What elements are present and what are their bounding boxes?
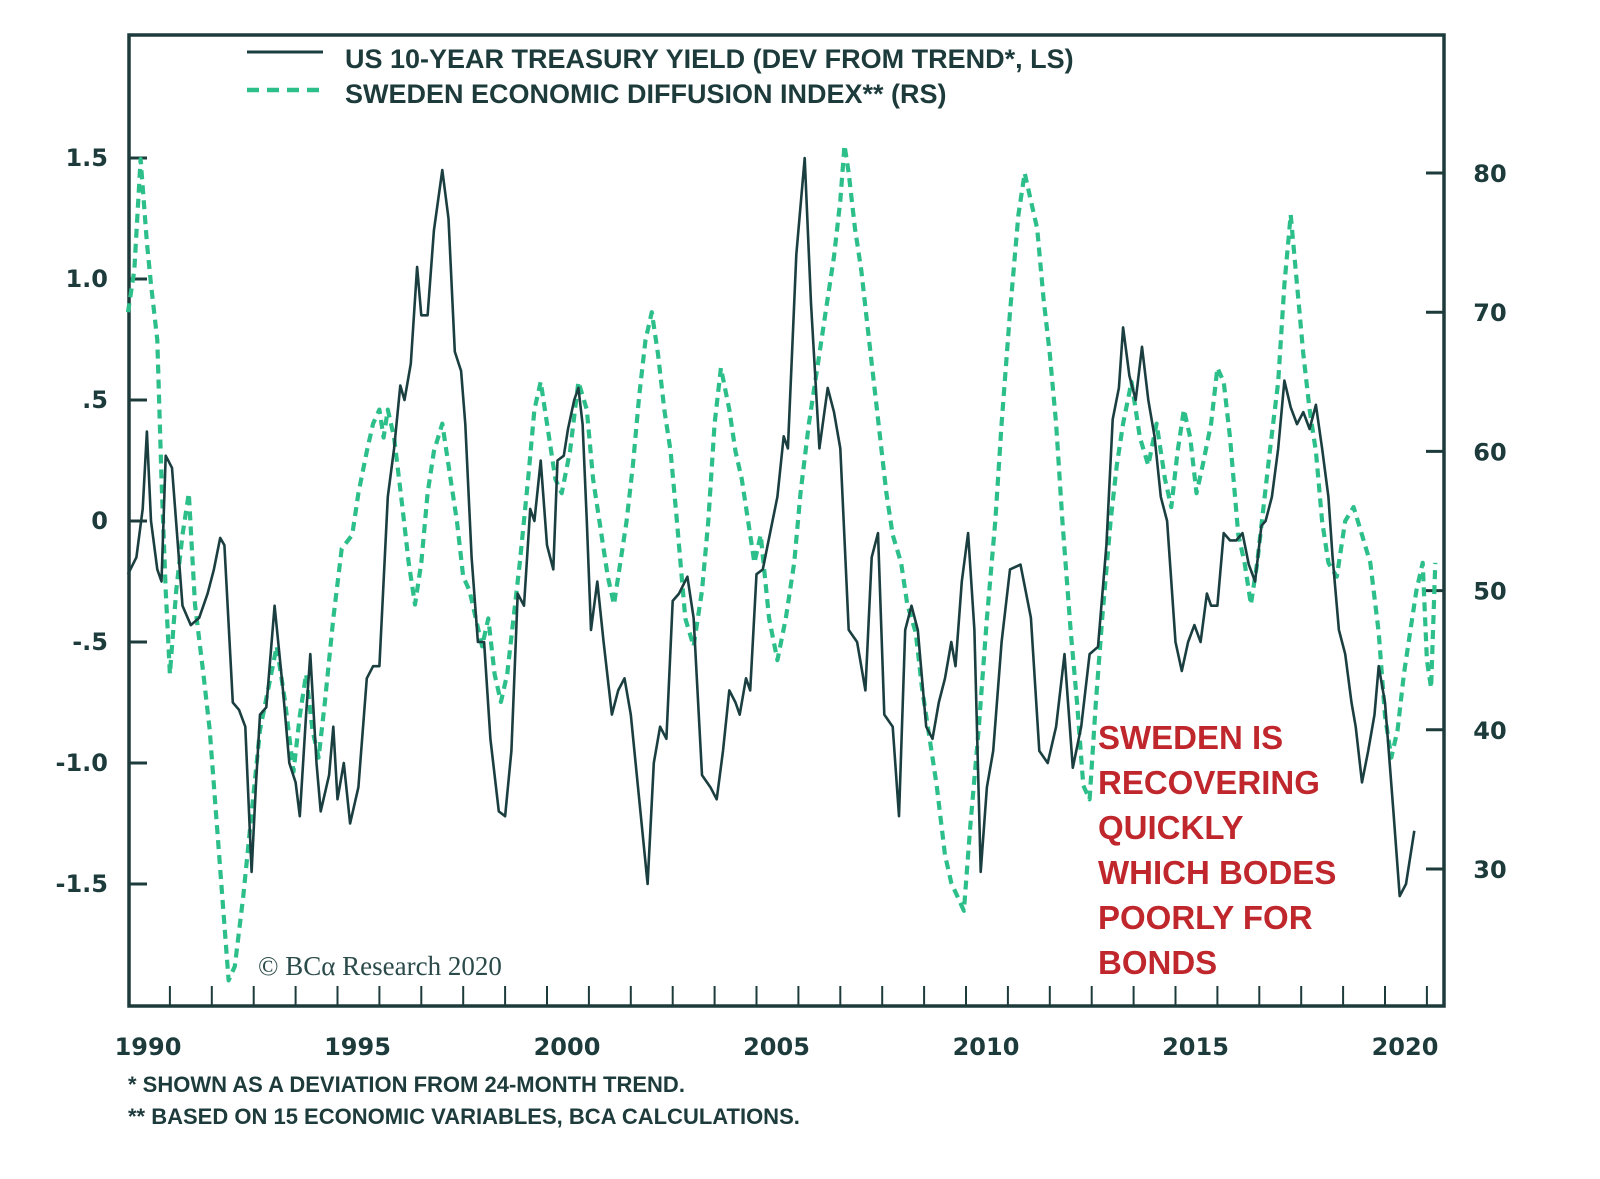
right-axis-tick-label: 60 (1473, 438, 1506, 466)
legend-label-us-yield: US 10-YEAR TREASURY YIELD (DEV FROM TREN… (345, 44, 1074, 74)
legend: US 10-YEAR TREASURY YIELD (DEV FROM TREN… (247, 44, 1074, 109)
x-axis: 1990 1995 2000 2005 2010 2015 2020 (115, 986, 1439, 1061)
x-axis-tick-label: 2015 (1162, 1033, 1229, 1061)
annotation-line: WHICH BODES (1098, 854, 1336, 891)
footnote-2: ** BASED ON 15 ECONOMIC VARIABLES, BCA C… (128, 1104, 800, 1129)
right-axis-tick-label: 70 (1473, 299, 1506, 327)
annotation-line: SWEDEN IS (1098, 719, 1283, 756)
copyright-label: © BCα Research 2020 (258, 951, 502, 981)
left-axis-tick-label: -1.0 (56, 749, 108, 777)
annotation-line: POORLY FOR (1098, 899, 1313, 936)
annotation-line: BONDS (1098, 944, 1217, 981)
left-axis-tick-label: 1.0 (65, 265, 108, 293)
footnote-1: * SHOWN AS A DEVIATION FROM 24-MONTH TRE… (128, 1072, 685, 1097)
left-axis-tick-label: 1.5 (65, 144, 108, 172)
left-axis-tick-label: -1.5 (56, 870, 108, 898)
legend-label-sweden-index: SWEDEN ECONOMIC DIFFUSION INDEX** (RS) (345, 79, 947, 109)
annotation-line: RECOVERING (1098, 764, 1320, 801)
x-axis-tick-label: 2020 (1372, 1033, 1439, 1061)
x-axis-tick-label: 2005 (743, 1033, 810, 1061)
series-line-sweden-diffusion-index (125, 143, 1438, 983)
right-axis-tick-label: 50 (1473, 578, 1506, 606)
annotation-callout: SWEDEN IS RECOVERING QUICKLY WHICH BODES… (1098, 719, 1336, 981)
x-axis-tick-label: 1995 (324, 1033, 391, 1061)
x-axis-tick-label: 2000 (534, 1033, 601, 1061)
x-axis-tick-label: 2010 (953, 1033, 1020, 1061)
series-line-us-10y-yield (126, 156, 1416, 898)
annotation-line: QUICKLY (1098, 809, 1243, 846)
series-layer (125, 143, 1438, 983)
x-axis-tick-label: 1990 (115, 1033, 182, 1061)
left-axis: 1.5 1.0 .5 0 -.5 -1.0 -1.5 (56, 144, 147, 898)
right-axis-tick-label: 30 (1473, 856, 1506, 884)
right-axis: 80 70 60 50 40 30 (1426, 160, 1507, 884)
right-axis-tick-label: 40 (1473, 717, 1506, 745)
left-axis-tick-label: -.5 (72, 628, 108, 656)
left-axis-tick-label: .5 (82, 386, 108, 414)
left-axis-tick-label: 0 (91, 507, 108, 535)
right-axis-tick-label: 80 (1473, 160, 1506, 188)
